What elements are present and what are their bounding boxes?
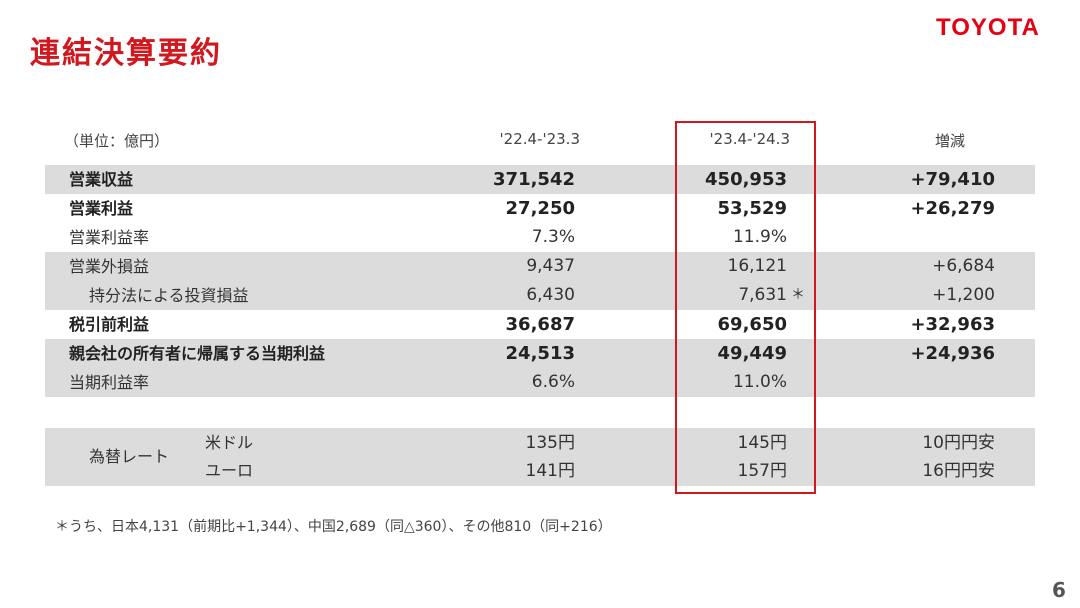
- table-row: 営業利益率 7.3% 11.9%: [45, 223, 1035, 252]
- footnote-marker: ＊: [791, 287, 805, 303]
- row-label: 親会社の所有者に帰属する当期利益: [69, 344, 326, 363]
- period2-value: 49,449: [717, 343, 787, 364]
- row-label: 営業利益率: [69, 228, 150, 247]
- period1-value: 6,430: [526, 285, 575, 305]
- period1-value: 6.6%: [531, 372, 575, 392]
- period1-value: 24,513: [505, 343, 575, 364]
- fx-currency-eur: ユーロ: [205, 461, 254, 480]
- table-row: 持分法による投資損益 6,430 7,631 ＊ +1,200: [45, 281, 1035, 310]
- period2-value: 69,650: [717, 314, 787, 335]
- table-row: 営業収益 371,542 450,953 +79,410: [45, 165, 1035, 194]
- page-number: 6: [1052, 578, 1066, 602]
- period2-value: 11.0%: [732, 372, 787, 392]
- diff-value: +1,200: [932, 285, 995, 305]
- period1-header: '22.4-'23.3: [499, 130, 580, 148]
- fx-currency-usd: 米ドル: [205, 433, 254, 452]
- diff-value: +26,279: [910, 198, 995, 219]
- diff-header: 増減: [934, 132, 965, 150]
- period2-value: 11.9%: [732, 227, 787, 247]
- period2-header: '23.4-'24.3: [709, 130, 790, 148]
- period1-value: 7.3%: [531, 227, 575, 247]
- fx-usd-diff: 10円円安: [922, 433, 995, 453]
- fx-usd-period1: 135円: [525, 433, 575, 453]
- toyota-logo: TOYOTA: [936, 14, 1040, 41]
- fx-rate-section: 為替レート 米ドル 135円 145円 10円円安 ユーロ 141円 157円 …: [45, 428, 1035, 486]
- diff-value: +6,684: [932, 256, 995, 276]
- fx-eur-period2: 157円: [737, 461, 787, 481]
- row-label: 営業収益: [69, 170, 134, 189]
- period2-value: 53,529: [717, 198, 787, 219]
- period2-value: 450,953: [705, 169, 787, 190]
- row-label: 営業外損益: [69, 257, 150, 276]
- table-row: 営業外損益 9,437 16,121 +6,684: [45, 252, 1035, 281]
- table-row: 営業利益 27,250 53,529 +26,279: [45, 194, 1035, 223]
- period1-value: 371,542: [493, 169, 575, 190]
- diff-value: +24,936: [910, 343, 995, 364]
- unit-label: （単位：億円）: [64, 132, 170, 150]
- period1-value: 9,437: [526, 256, 575, 276]
- table-header: （単位：億円） '22.4-'23.3 '23.4-'24.3 増減: [0, 130, 1080, 154]
- diff-value: +32,963: [910, 314, 995, 335]
- table-row: 税引前利益 36,687 69,650 +32,963: [45, 310, 1035, 339]
- table-row: 当期利益率 6.6% 11.0%: [45, 368, 1035, 397]
- diff-value: +79,410: [910, 169, 995, 190]
- period2-value: 7,631: [738, 285, 787, 305]
- period1-value: 36,687: [505, 314, 575, 335]
- row-label: 持分法による投資損益: [89, 286, 249, 305]
- row-label: 当期利益率: [69, 373, 150, 392]
- fx-eur-period1: 141円: [525, 461, 575, 481]
- footnote: ＊うち、日本4,131（前期比+1,344）、中国2,689（同△360）、その…: [55, 519, 612, 535]
- highlight-box: [675, 121, 816, 494]
- period2-value: 16,121: [727, 256, 787, 276]
- page-title: 連結決算要約: [30, 36, 222, 71]
- period1-value: 27,250: [505, 198, 575, 219]
- fx-eur-diff: 16円円安: [922, 461, 995, 481]
- fx-usd-period2: 145円: [737, 433, 787, 453]
- table-row: 親会社の所有者に帰属する当期利益 24,513 49,449 +24,936: [45, 339, 1035, 368]
- fx-label: 為替レート: [89, 447, 170, 466]
- row-label: 税引前利益: [69, 315, 150, 334]
- row-label: 営業利益: [69, 199, 134, 218]
